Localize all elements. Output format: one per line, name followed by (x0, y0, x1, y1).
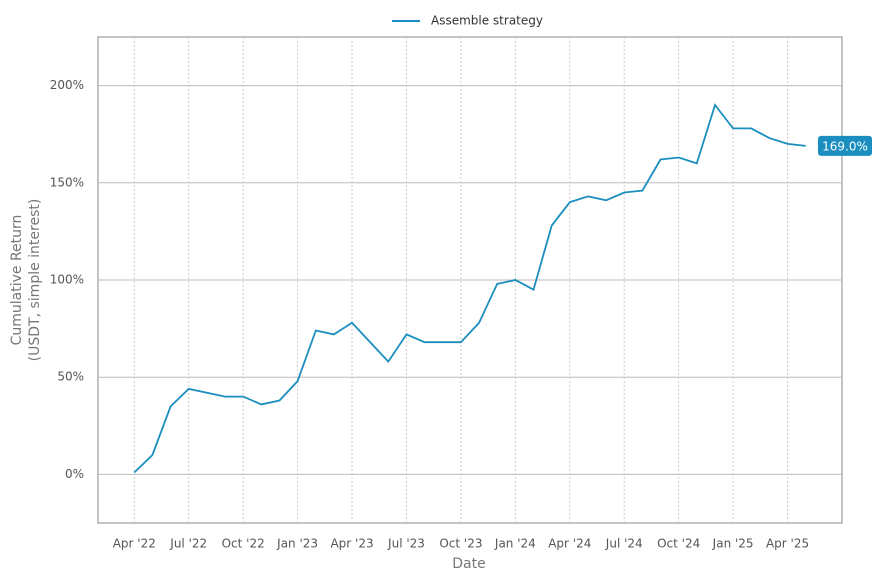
x-tick-label: Apr '25 (766, 537, 809, 551)
x-tick-label: Jul '22 (169, 537, 207, 551)
y-axis-label: (USDT, simple interest) (27, 199, 43, 362)
x-tick-label: Jan '24 (494, 537, 536, 551)
end-label-box (818, 135, 872, 156)
y-tick-label: 50% (57, 370, 84, 384)
x-tick-label: Apr '24 (548, 537, 591, 551)
x-tick-label: Apr '22 (113, 537, 156, 551)
legend-label: Assemble strategy (431, 14, 543, 28)
y-tick-label: 0% (65, 467, 84, 481)
x-tick-label: Oct '22 (222, 537, 265, 551)
end-label: 169.0% (822, 139, 868, 153)
x-tick-label: Oct '23 (439, 537, 482, 551)
x-tick-label: Jan '25 (712, 537, 754, 551)
y-axis-label: Cumulative Return (9, 215, 25, 346)
x-tick-label: Apr '23 (330, 537, 373, 551)
x-tick-label: Jul '23 (387, 537, 425, 551)
y-tick-label: 200% (50, 78, 84, 92)
y-tick-label: 150% (50, 175, 84, 189)
x-tick-label: Oct '24 (657, 537, 700, 551)
y-tick-label: 100% (50, 273, 84, 287)
x-axis-label: Date (452, 556, 485, 572)
series-line (133, 103, 806, 474)
x-tick-label: Jan '23 (276, 537, 318, 551)
x-tick-label: Jul '24 (605, 537, 643, 551)
